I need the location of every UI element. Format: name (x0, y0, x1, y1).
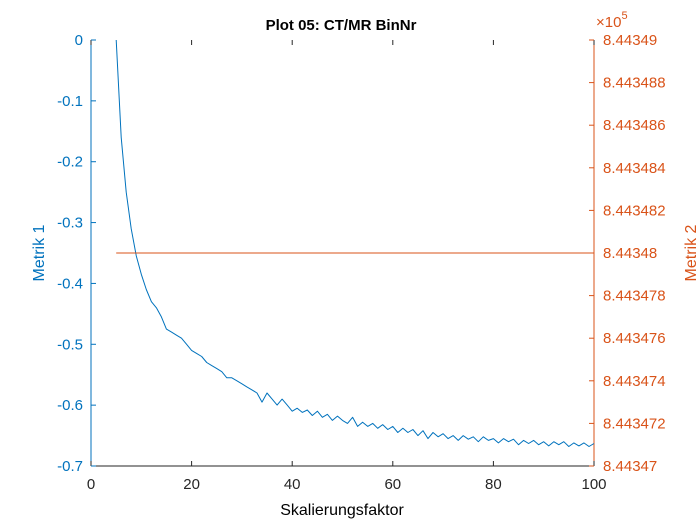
x-tick-label: 60 (384, 476, 401, 493)
right-y-tick-label: 8.443488 (603, 75, 666, 92)
right-y-tick-label: 8.44349 (603, 32, 657, 49)
left-y-tick-label: -0.6 (57, 397, 83, 414)
right-y-tick-label: 8.44347 (603, 458, 657, 475)
left-y-tick-label: -0.2 (57, 154, 83, 171)
right-y-tick-label: 8.443486 (603, 117, 666, 134)
left-y-tick-label: -0.4 (57, 275, 83, 292)
left-y-tick-label: -0.7 (57, 458, 83, 475)
right-axis-exponent-base: ×10 (596, 14, 621, 31)
x-tick-label: 0 (87, 476, 95, 493)
tick-labels: 0 20 40 60 80 100 0 -0.1 -0.2 -0.3 -0.4 -0.5 -0.6 -0.… (57, 32, 665, 493)
left-y-axis-label: Metrik 1 (31, 224, 48, 281)
left-y-tick-label: -0.1 (57, 93, 83, 110)
left-y-tick-label: -0.3 (57, 215, 83, 232)
x-tick-label: 80 (485, 476, 502, 493)
x-tick-label: 40 (284, 476, 301, 493)
x-axis-label: Skalierungsfaktor (280, 502, 404, 519)
right-y-tick-label: 8.443484 (603, 160, 666, 177)
right-y-tick-label: 8.44348 (603, 245, 657, 262)
metrik-1-line (115, 39, 595, 447)
right-axis-exponent-power: 5 (621, 10, 627, 22)
right-y-tick-label: 8.443478 (603, 288, 666, 305)
chart-title: Plot 05: CT/MR BinNr (266, 17, 417, 34)
right-y-tick-label: 8.443482 (603, 202, 666, 219)
left-y-tick-label: 0 (75, 32, 83, 49)
right-y-tick-label: 8.443472 (603, 415, 666, 432)
x-tick-label: 20 (183, 476, 200, 493)
left-y-tick-label: -0.5 (57, 336, 83, 353)
series-lines (115, 39, 595, 447)
x-tick-label: 100 (581, 476, 606, 493)
right-y-tick-label: 8.443476 (603, 330, 666, 347)
right-y-axis-label: Metrik 2 (683, 224, 700, 281)
right-axis-exponent: ×105 (596, 10, 628, 31)
right-y-tick-label: 8.443474 (603, 373, 666, 390)
